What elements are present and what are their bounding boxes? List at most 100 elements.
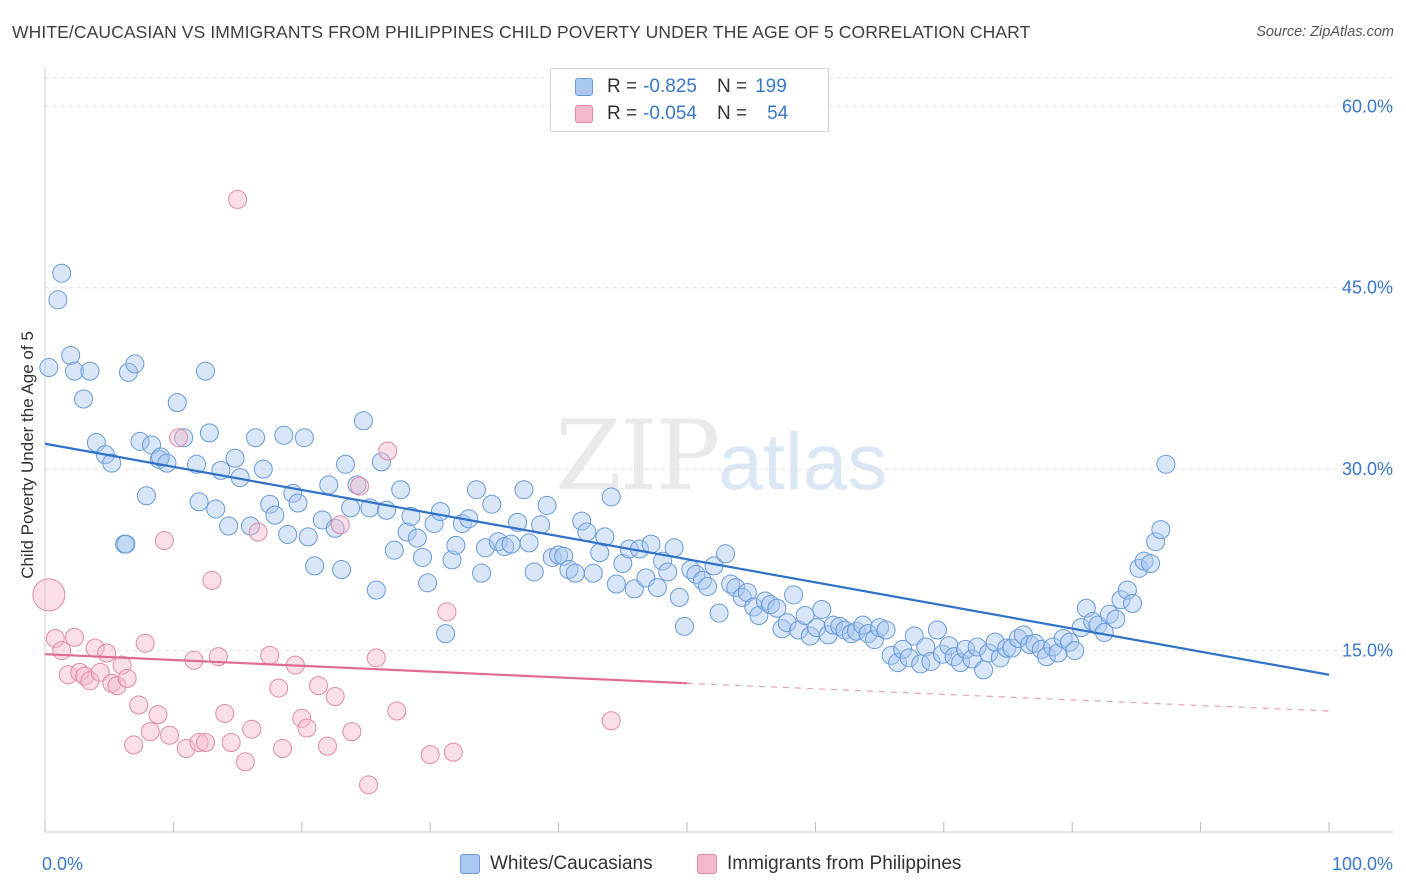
white-point <box>823 615 843 635</box>
philippines-point <box>196 732 215 752</box>
white-point <box>174 428 194 448</box>
white-point <box>418 573 438 593</box>
white-point <box>664 538 684 558</box>
series-legend-philippines: Immigrants from Philippines <box>697 850 961 878</box>
white-point <box>1002 638 1022 658</box>
series-name-whites: Whites/Caucasians <box>490 853 653 874</box>
white-point <box>52 263 72 283</box>
white-point <box>294 428 314 448</box>
legend-swatch-pink <box>575 105 593 123</box>
white-point <box>807 618 827 638</box>
white-point <box>39 358 59 378</box>
legend-r-value: -0.054 <box>643 103 697 124</box>
philippines-point <box>160 725 180 745</box>
watermark-atlas: atlas <box>718 417 888 506</box>
white-point <box>974 660 994 680</box>
white-point <box>288 493 308 513</box>
white-point <box>466 480 486 500</box>
legend-swatch-blue <box>575 78 593 96</box>
white-point <box>641 534 661 554</box>
white-point <box>939 636 959 656</box>
philippines-point <box>325 687 345 707</box>
white-point <box>876 620 896 640</box>
white-point <box>899 648 919 668</box>
philippines-point <box>102 673 122 693</box>
white-point <box>384 540 404 560</box>
white-point <box>777 613 797 633</box>
philippines-point <box>221 732 241 752</box>
philippines-point <box>308 676 328 696</box>
white-point <box>225 448 245 468</box>
white-point <box>391 480 411 500</box>
philippines-point <box>601 711 621 731</box>
philippines-point <box>269 678 289 698</box>
philippines-point <box>228 189 248 209</box>
white-point <box>1037 647 1057 667</box>
white-point <box>967 637 987 657</box>
white-point <box>658 562 678 582</box>
philippines-point <box>443 742 463 762</box>
philippines-point <box>387 701 407 721</box>
white-point <box>613 553 633 573</box>
white-point <box>583 563 603 583</box>
philippines-point <box>350 476 370 496</box>
white-point <box>514 480 534 500</box>
white-point <box>755 591 775 611</box>
white-point <box>167 393 187 413</box>
philippines-point <box>117 668 137 688</box>
white-point <box>904 626 924 646</box>
white-point <box>61 345 81 365</box>
trend-line-philippines <box>44 653 688 685</box>
source-label: Source: ZipAtlas.com <box>1256 24 1394 40</box>
white-point <box>1141 553 1161 573</box>
y-tick-label: 45.0% <box>1342 278 1393 298</box>
legend-r-value: -0.825 <box>643 76 697 97</box>
axes <box>44 68 1393 833</box>
white-point <box>130 431 150 451</box>
white-point <box>353 411 373 431</box>
white-point <box>189 492 209 512</box>
white-point <box>1151 520 1171 540</box>
legend-row-philippines: R = -0.054 N = 54 <box>575 101 788 127</box>
white-point <box>206 499 226 519</box>
legend-n-value: 199 <box>755 76 787 97</box>
philippines-point <box>90 662 110 682</box>
philippines-point <box>242 719 262 739</box>
white-point <box>116 534 136 554</box>
philippines-point <box>260 645 280 665</box>
white-point <box>916 637 936 657</box>
y-tick-label: 30.0% <box>1342 459 1393 479</box>
white-point <box>709 603 729 623</box>
white-point <box>979 643 999 663</box>
white-point <box>65 361 85 381</box>
white-point <box>698 576 718 596</box>
white-point <box>1146 532 1166 552</box>
white-point <box>472 563 492 583</box>
white-point <box>565 563 585 583</box>
white-point <box>335 454 355 474</box>
philippines-point <box>154 531 174 551</box>
white-point <box>325 518 345 538</box>
white-point <box>475 538 495 558</box>
white-point <box>80 361 100 381</box>
white-point <box>397 522 417 542</box>
series-legend-whites: Whites/Caucasians <box>460 850 653 878</box>
philippines-point <box>189 732 209 752</box>
white-point <box>519 533 539 553</box>
white-point <box>442 550 462 570</box>
series-swatch-pink <box>697 854 717 874</box>
white-point <box>196 361 215 381</box>
chart-title: WHITE/CAUCASIAN VS IMMIGRANTS FROM PHILI… <box>12 22 1031 42</box>
white-point <box>772 619 792 639</box>
white-point <box>921 651 941 671</box>
white-point <box>1111 590 1131 610</box>
tick-labels: 15.0% 30.0% 45.0% 60.0% 0.0% 100.0% <box>42 96 1393 874</box>
white-point <box>559 560 579 580</box>
white-point <box>332 560 352 580</box>
white-point <box>187 454 207 474</box>
white-point <box>102 453 122 473</box>
philippines-point <box>65 627 85 647</box>
white-point <box>795 605 815 625</box>
white-point <box>985 632 1005 652</box>
trend-line-philippines-extrapolated <box>686 682 1330 712</box>
